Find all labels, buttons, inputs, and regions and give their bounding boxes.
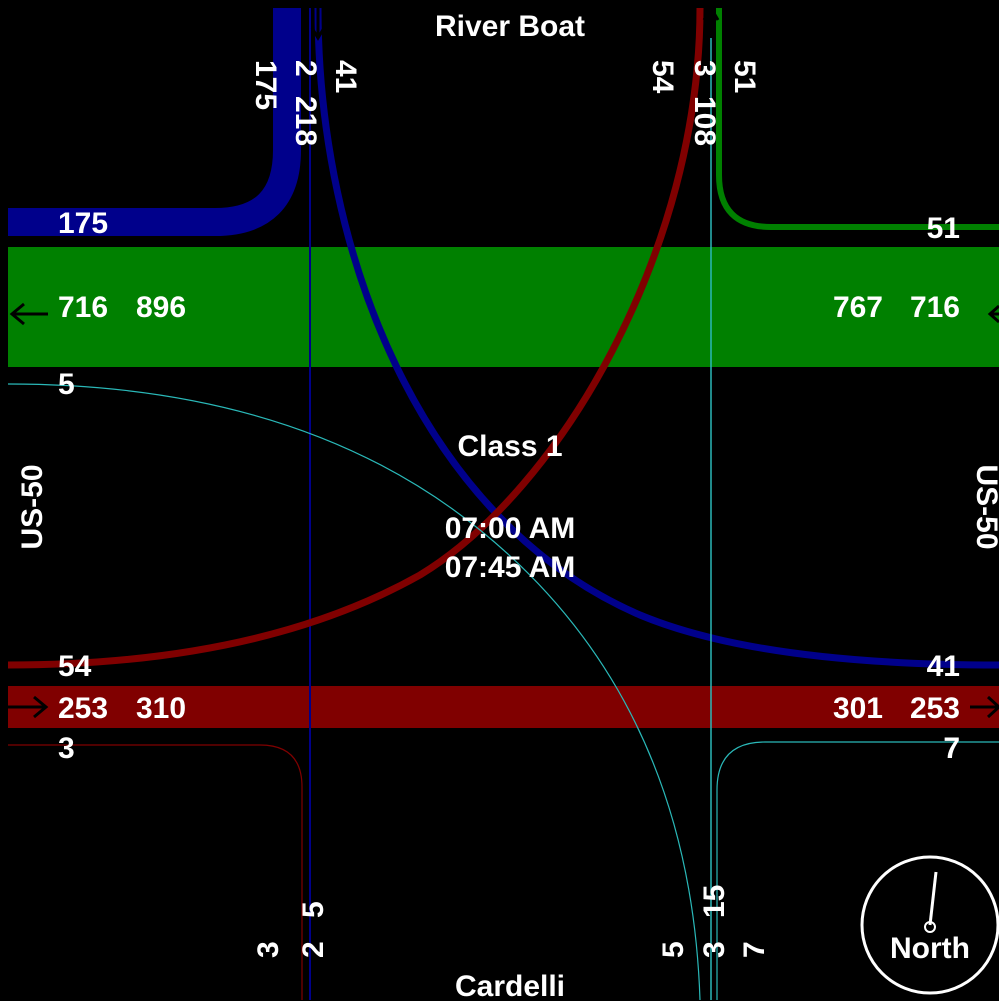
- nb-left-turn-flow: [7, 383, 701, 1001]
- wb-right-turn-flow: [716, 8, 999, 230]
- east-arrow-icon: [987, 304, 999, 324]
- west-sb-right-in: 175: [58, 207, 108, 240]
- nb-exit-through: 3: [688, 60, 721, 77]
- west-eb-approach-total: 253: [58, 692, 108, 725]
- nb-total-volume: 15: [698, 885, 731, 918]
- nb-exit-from-left: 54: [646, 60, 679, 94]
- north-compass: North: [860, 855, 999, 995]
- eb-left-turn-flow: [7, 7, 704, 669]
- west-sb-left-out: 5: [58, 368, 75, 401]
- north-exit-arrow-icon: [702, 5, 720, 38]
- nb-right-volume: 7: [738, 941, 771, 958]
- eb-through-band: [8, 686, 999, 728]
- east-eb-arrow-icon: [970, 695, 999, 719]
- west-wb-exit-total: 716: [58, 291, 108, 324]
- nb-left-volume: 5: [657, 941, 690, 958]
- nb-through-volume: 3: [698, 941, 731, 958]
- east-sb-left-in: 41: [927, 650, 960, 683]
- time-end-label: 07:45 AM: [445, 551, 576, 584]
- south-sb-through: 2: [297, 941, 330, 958]
- compass-circle: [860, 855, 999, 995]
- vehicle-class-label: Class 1: [457, 430, 562, 463]
- west-arrow-icon: [9, 302, 48, 326]
- eb-right-turn-flow: [8, 744, 303, 1000]
- time-start-label: 07:00 AM: [445, 512, 576, 545]
- road-name-east: US-50: [970, 464, 999, 549]
- sb-total-volume: 218: [289, 96, 322, 146]
- east-eb-exit-total: 253: [910, 692, 960, 725]
- sb-right-volume: 175: [249, 60, 282, 110]
- east-wb-right-in: 51: [927, 212, 960, 245]
- south-sb-total: 5: [297, 901, 330, 918]
- compass-label: North: [890, 932, 970, 965]
- south-sb-from-right: 3: [252, 941, 285, 958]
- east-nb-right-in: 7: [943, 732, 960, 765]
- west-eb-right-out: 3: [58, 732, 75, 765]
- sb-left-volume: 41: [329, 60, 362, 93]
- west-eb-left-in: 54: [58, 650, 92, 683]
- compass-pivot: [924, 921, 936, 933]
- wb-through-band: [8, 247, 999, 367]
- road-name-west: US-50: [16, 464, 49, 549]
- road-name-south: Cardelli: [455, 970, 565, 1001]
- sb-through-volume: 2: [289, 60, 322, 77]
- sb-left-turn-flow: [314, 7, 999, 669]
- sb-right-turn-flow: [8, 8, 301, 236]
- road-name-north: River Boat: [435, 10, 585, 43]
- nb-right-turn-flow: [716, 741, 999, 1000]
- west-wb-leg-total: 896: [136, 291, 186, 324]
- west-eb-arrow-icon: [8, 695, 49, 719]
- north-sb-arrow-icon: [310, 8, 326, 41]
- east-eb-leg-total: 301: [833, 692, 883, 725]
- east-wb-approach-total: 716: [910, 291, 960, 324]
- nb-exit-total: 108: [688, 96, 721, 146]
- west-eb-leg-total: 310: [136, 692, 186, 725]
- nb-exit-from-right: 51: [728, 60, 761, 93]
- compass-needle-icon: [928, 871, 938, 926]
- east-wb-leg-total: 767: [833, 291, 883, 324]
